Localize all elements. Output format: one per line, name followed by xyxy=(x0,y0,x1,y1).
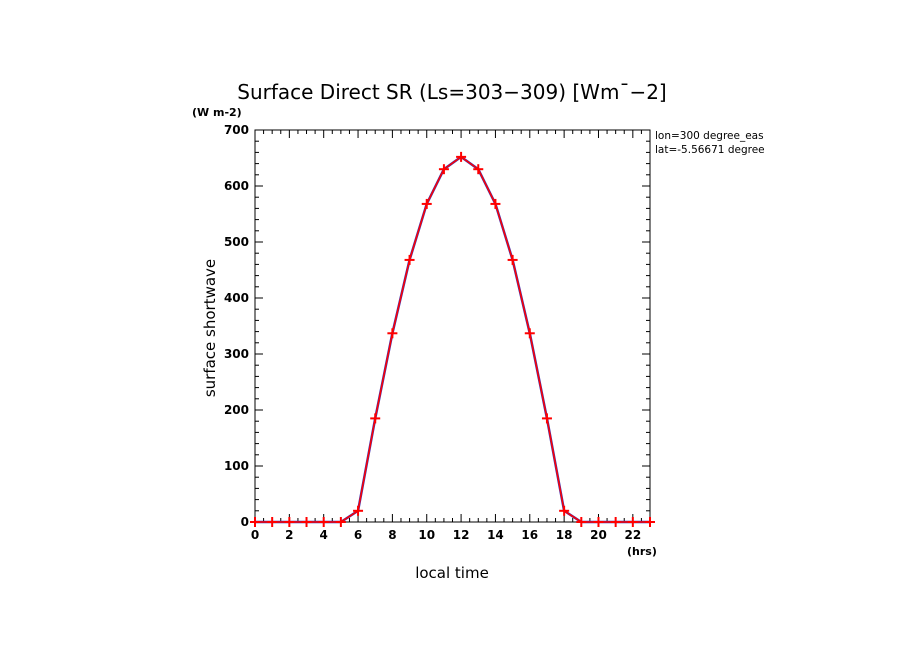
data-point xyxy=(250,517,260,527)
y-tick-label: 400 xyxy=(224,291,249,305)
data-point xyxy=(301,517,312,527)
data-point xyxy=(559,505,570,516)
data-point xyxy=(541,413,552,424)
x-tick-label: 20 xyxy=(590,528,607,542)
x-tick-label: 16 xyxy=(521,528,538,542)
data-point xyxy=(353,505,364,516)
x-tick-label: 22 xyxy=(624,528,641,542)
y-tick-label: 300 xyxy=(224,347,249,361)
data-point xyxy=(438,164,449,175)
x-tick-label: 0 xyxy=(251,528,259,542)
data-point xyxy=(335,517,346,527)
y-tick-label: 200 xyxy=(224,403,249,417)
data-point xyxy=(267,517,278,527)
data-point xyxy=(507,254,518,265)
y-tick-label: 100 xyxy=(224,459,249,473)
data-point xyxy=(593,517,604,527)
x-tick-label: 14 xyxy=(487,528,504,542)
x-tick-label: 4 xyxy=(320,528,328,542)
plot-area: 0 2 4 6 8 10 12 14 16 18 20 22 0 100 200 300 400 500 600 70… xyxy=(224,123,655,542)
data-point xyxy=(370,413,381,424)
data-point xyxy=(524,328,535,339)
series-underlay-line xyxy=(255,155,650,524)
y-tick-label: 700 xyxy=(224,123,249,137)
y-tick-label: 600 xyxy=(224,179,249,193)
x-unit-label: (hrs) xyxy=(627,545,657,558)
data-point xyxy=(456,151,467,162)
data-point xyxy=(490,198,501,209)
data-point xyxy=(627,517,638,527)
y-unit-label: (W m-2) xyxy=(192,106,242,119)
x-tick-label: 18 xyxy=(556,528,573,542)
data-point xyxy=(473,164,484,175)
data-point xyxy=(645,517,655,527)
data-point xyxy=(404,254,415,265)
x-tick-label: 10 xyxy=(418,528,435,542)
y-tick-label: 0 xyxy=(241,515,249,529)
y-axis-label: surface shortwave xyxy=(201,259,219,397)
plot-frame xyxy=(254,129,651,523)
data-point xyxy=(284,517,295,527)
data-point xyxy=(610,517,621,527)
series-line xyxy=(255,155,650,523)
annotation-lat: lat=-5.56671 degree xyxy=(655,144,765,156)
chart-title: Surface Direct SR (Ls=303−309) [Wm¯−2] xyxy=(237,80,666,104)
data-point xyxy=(387,328,398,339)
data-point xyxy=(318,517,329,527)
x-tick-label: 6 xyxy=(354,528,362,542)
annotation-lon: lon=300 degree_eas xyxy=(655,130,764,142)
y-tick-label: 500 xyxy=(224,235,249,249)
data-point xyxy=(421,198,432,209)
x-tick-label: 12 xyxy=(453,528,470,542)
x-tick-label: 2 xyxy=(285,528,293,542)
data-point xyxy=(576,517,587,527)
x-axis-label: local time xyxy=(415,564,489,582)
x-tick-label: 8 xyxy=(388,528,396,542)
